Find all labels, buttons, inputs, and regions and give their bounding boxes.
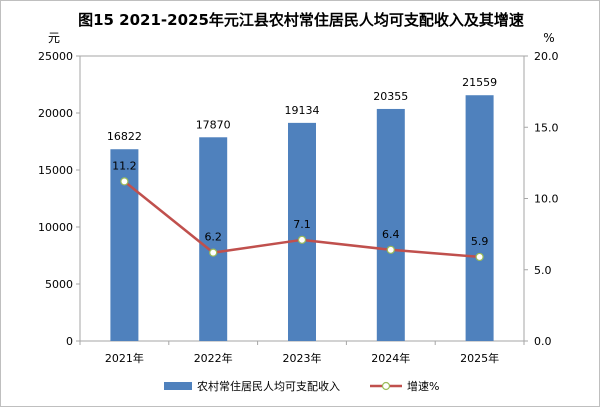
left-axis-unit: 元 [48, 31, 60, 45]
growth-value-label: 6.2 [204, 231, 222, 244]
category-label: 2021年 [105, 351, 144, 365]
left-tick-label: 25000 [38, 50, 73, 63]
chart-title: 图15 2021-2025年元江县农村常住居民人均可支配收入及其增速 [78, 11, 524, 29]
legend-bar-swatch [164, 382, 192, 390]
left-tick-label: 0 [66, 335, 73, 348]
right-tick-label: 0.0 [534, 335, 552, 348]
growth-point [209, 248, 218, 257]
line-series: 11.2 6.2 7.1 6.4 5.9 [112, 159, 489, 262]
left-tick-label: 20000 [38, 107, 73, 120]
growth-value-label: 11.2 [112, 159, 137, 172]
legend-line-label: 增速% [407, 379, 439, 393]
growth-value-label: 5.9 [471, 235, 489, 248]
right-axis-unit: % [543, 31, 554, 45]
bar [288, 122, 316, 341]
right-tick-label: 10.0 [534, 193, 559, 206]
bar-value-label: 20355 [373, 90, 408, 103]
bar [199, 137, 228, 341]
category-label: 2024年 [371, 351, 410, 365]
category-label: 2022年 [194, 351, 233, 365]
left-axis: 0 5000 10000 15000 20000 25000 元 [38, 31, 80, 348]
growth-point [120, 177, 129, 186]
bar-value-label: 19134 [285, 104, 320, 117]
bar [376, 108, 405, 341]
category-label: 2023年 [283, 351, 322, 365]
growth-point [475, 252, 484, 262]
legend-line-marker [381, 381, 391, 391]
right-tick-label: 15.0 [534, 121, 559, 134]
right-tick-label: 5.0 [534, 264, 552, 277]
bar-value-label: 17870 [196, 118, 231, 131]
bar-value-label: 21559 [462, 76, 497, 89]
right-axis: 0.0 5.0 10.0 15.0 20.0% [524, 31, 559, 348]
growth-value-label: 6.4 [382, 228, 400, 241]
bar-value-label: 16822 [107, 130, 142, 143]
bar [465, 95, 494, 341]
right-tick-label: 20.0 [534, 50, 559, 63]
legend: 农村常住居民人均可支配收入 增速% [164, 379, 439, 393]
category-label: 2025年 [460, 351, 499, 365]
growth-point [386, 245, 395, 254]
bar-series: 16822 17870 19134 20355 21559 [107, 76, 497, 341]
legend-bar-label: 农村常住居民人均可支配收入 [197, 379, 340, 393]
left-tick-label: 15000 [38, 164, 73, 177]
x-axis: 2021年 2022年 2023年 2024年 2025年 [79, 341, 525, 365]
growth-value-label: 7.1 [293, 218, 311, 231]
left-tick-label: 5000 [45, 278, 73, 291]
left-tick-label: 10000 [38, 221, 73, 234]
growth-point [297, 235, 307, 244]
